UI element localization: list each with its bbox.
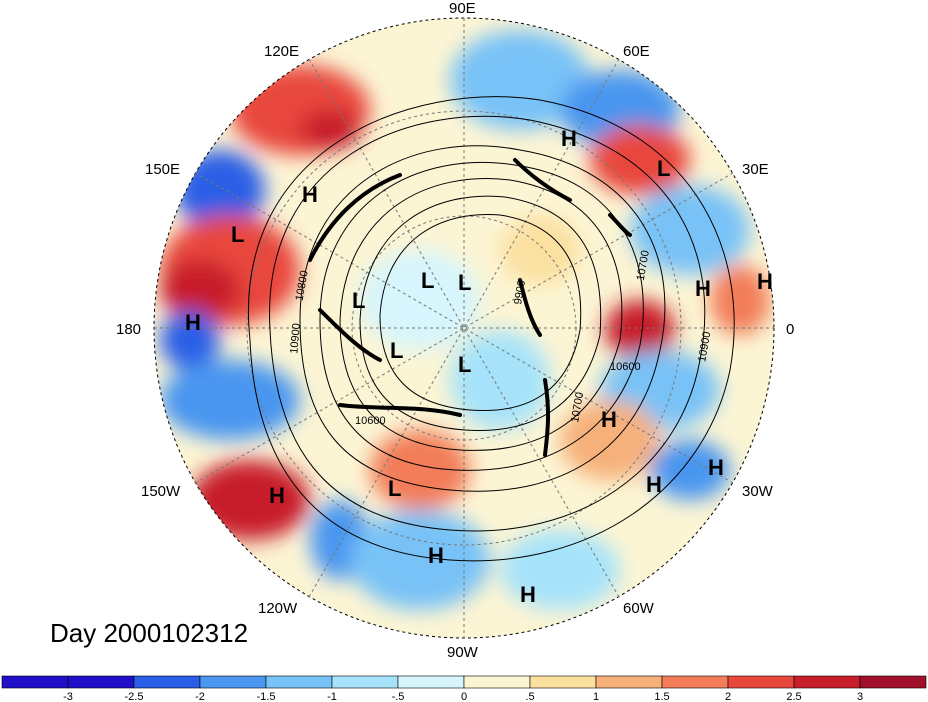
- colorbar-tick-label: 2: [725, 691, 731, 702]
- graticule: [153, 17, 775, 639]
- contour-label: 10700: [569, 391, 586, 423]
- colorbar-swatch: [397, 675, 465, 689]
- lon-label-120e: 120E: [264, 43, 299, 60]
- low-center: L: [390, 338, 403, 363]
- lon-label-90w: 90W: [447, 644, 479, 661]
- colorbar-swatch: [727, 675, 795, 689]
- colorbar-tick-label: .5: [525, 691, 534, 702]
- high-center: H: [302, 182, 318, 207]
- low-center: L: [657, 156, 670, 181]
- jet-maxima: [308, 158, 632, 457]
- lon-label-60e: 60E: [623, 43, 650, 60]
- colorbar-tick-label: 1.5: [654, 691, 669, 702]
- high-center: H: [646, 472, 662, 497]
- contour-label: 10900: [696, 331, 713, 363]
- low-center: L: [231, 222, 244, 247]
- lon-label-0: 0: [786, 321, 794, 338]
- colorbar-swatch: [67, 675, 135, 689]
- contour-label: 10900: [288, 323, 303, 355]
- contour-label: 9900: [512, 279, 528, 305]
- low-center: L: [458, 352, 471, 377]
- colorbar-tick-label: -2: [195, 691, 205, 702]
- colorbar-swatch: [595, 675, 663, 689]
- lon-label-120w: 120W: [258, 600, 298, 617]
- high-center: H: [185, 310, 201, 335]
- lon-label-60w: 60W: [623, 600, 655, 617]
- colorbar-tick-label: 2.5: [786, 691, 801, 702]
- high-center: H: [428, 543, 444, 568]
- colorbar-swatch: [859, 675, 927, 689]
- height-contours: [248, 96, 735, 562]
- high-center: H: [520, 582, 536, 607]
- high-center: H: [269, 483, 285, 508]
- contour-labels: 10800 10900 10700 10600 10600 10700 1090…: [288, 249, 713, 427]
- colorbar: -3 -2.5 -2 -1.5 -1 -.5 0 .5 1 1.5 2 2.5 3: [1, 675, 927, 702]
- lon-label-150w: 150W: [141, 483, 181, 500]
- colorbar-swatch: [199, 675, 267, 689]
- contour-label: 10800: [294, 270, 311, 302]
- colorbar-swatch: [529, 675, 597, 689]
- lon-label-30e: 30E: [742, 161, 769, 178]
- colorbar-tick-label: -2.5: [125, 691, 144, 702]
- colorbar-swatch: [133, 675, 201, 689]
- colorbar-swatch: [661, 675, 729, 689]
- colorbar-tick-label: 1: [593, 691, 599, 702]
- colorbar-tick-label: -1.5: [257, 691, 276, 702]
- colorbar-tick-label: 0: [461, 691, 467, 702]
- pressure-centers: H L H L L L L H H H L L H H H H L H H: [185, 126, 773, 607]
- low-center: L: [421, 268, 434, 293]
- colorbar-tick-label: -3: [63, 691, 73, 702]
- lon-label-180: 180: [116, 321, 141, 338]
- high-center: H: [561, 126, 577, 151]
- colorbar-tick-label: 3: [857, 691, 863, 702]
- high-center: H: [757, 269, 773, 294]
- lon-label-90e: 90E: [449, 0, 476, 17]
- low-center: L: [388, 476, 401, 501]
- colorbar-tick-label: -1: [327, 691, 337, 702]
- low-center: L: [458, 270, 471, 295]
- colorbar-swatch: [331, 675, 399, 689]
- date-label: Day 2000102312: [50, 618, 249, 648]
- contour-label: 10600: [610, 361, 641, 373]
- colorbar-swatch: [1, 675, 69, 689]
- high-center: H: [601, 407, 617, 432]
- lon-label-30w: 30W: [742, 483, 774, 500]
- colorbar-tick-label: -.5: [392, 691, 405, 702]
- colorbar-swatch: [265, 675, 333, 689]
- colorbar-swatch: [793, 675, 861, 689]
- longitude-labels: 90E 60E 30E 0 30W 60W 90W 120W 150W 180 …: [116, 0, 794, 661]
- contour-label: 10700: [635, 249, 652, 281]
- high-center: H: [708, 455, 724, 480]
- high-center: H: [695, 276, 711, 301]
- contour-label: 10600: [355, 415, 386, 427]
- colorbar-swatch: [463, 675, 531, 689]
- low-center: L: [352, 288, 365, 313]
- lon-label-150e: 150E: [145, 161, 180, 178]
